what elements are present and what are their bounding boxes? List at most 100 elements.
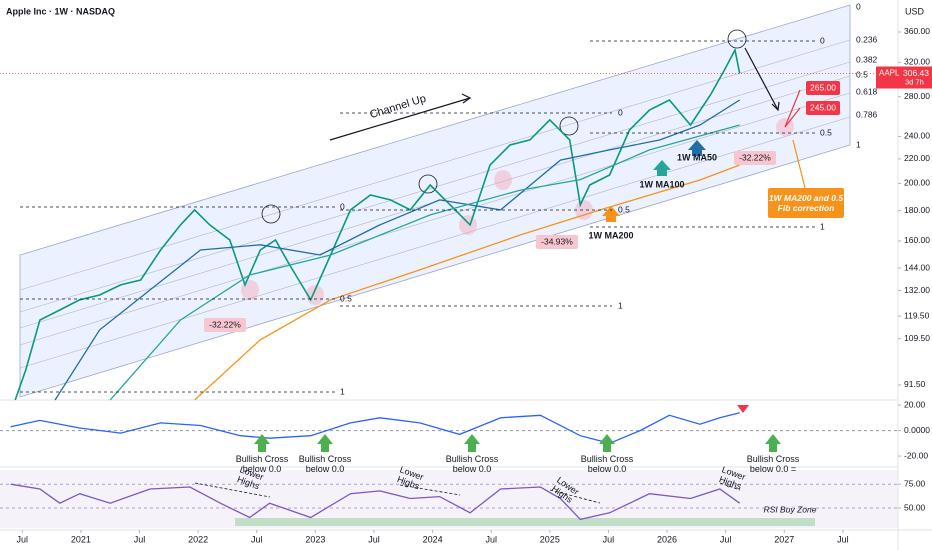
price-tag-countdown: 3d 7h <box>905 77 924 86</box>
y-tick-label: 109.50 <box>904 333 930 343</box>
cross-arrow <box>765 434 781 452</box>
fib-label: 0.236 <box>856 34 878 44</box>
fib-label: 0.618 <box>856 86 878 96</box>
pct-label: -34.93% <box>541 236 573 246</box>
pct-box <box>536 235 578 249</box>
x-tick-label: Jul <box>837 534 849 544</box>
price-tag-value: 306.43 <box>903 68 929 78</box>
rsi-zone-label: RSI Buy Zone <box>764 504 817 514</box>
target-label: 245.00 <box>810 102 836 112</box>
y-tick-label: 220.00 <box>904 153 930 163</box>
cross-label: Bullish Cross below 0.0 <box>298 454 352 474</box>
y-tick-label: 132.00 <box>904 285 930 295</box>
y-tick-label: -20.00 <box>904 450 928 460</box>
x-tick-label: Jul <box>134 534 146 544</box>
pct-box <box>734 151 776 165</box>
pct-label: -32.22% <box>739 152 771 162</box>
x-tick-label: 2023 <box>305 534 325 544</box>
cross-arrow <box>599 434 615 452</box>
currency: USD <box>905 6 925 16</box>
y-tick-label: 160.00 <box>904 235 930 245</box>
divergence-line <box>399 484 461 496</box>
target-label: 265.00 <box>810 82 836 92</box>
x-tick-label: Jul <box>368 534 380 544</box>
callout-pointer <box>792 139 806 189</box>
fib-label: 1 <box>618 300 623 310</box>
fib-label: 0.5 <box>820 127 832 137</box>
pct-label: -32.22% <box>209 319 241 329</box>
x-tick-label: Jul <box>720 534 732 544</box>
divergence-line <box>549 489 601 504</box>
y-tick-label: 200.00 <box>904 178 930 188</box>
cross-label: Bullish Cross below 0.0 = <box>746 454 800 474</box>
fib-label: 0 <box>340 201 345 211</box>
x-tick-label: 2026 <box>657 534 677 544</box>
y-tick-label: 320.00 <box>904 57 930 67</box>
target-box <box>806 101 840 115</box>
chart-title: Apple Inc · 1W · NASDAQ <box>6 6 115 16</box>
fib-label: 1 <box>856 139 861 149</box>
down-marker <box>737 405 749 413</box>
cross-arrow <box>464 434 480 452</box>
ma-label: 1W MA200 <box>588 230 633 240</box>
y-tick-label: 50.00 <box>904 502 926 512</box>
price-tag <box>876 66 932 89</box>
y-tick-label: 240.00 <box>904 131 930 141</box>
series-line <box>10 412 740 444</box>
price-tag-symbol: AAPL <box>879 69 900 78</box>
divergence-line <box>719 482 741 491</box>
ma-arrow <box>602 206 620 222</box>
x-tick-label: Jul <box>17 534 29 544</box>
y-tick-label: 0.0000 <box>904 425 930 435</box>
y-tick-label: 20.00 <box>904 399 926 409</box>
fib-label: 1 <box>340 386 345 396</box>
y-tick-label: 180.00 <box>904 205 930 215</box>
y-tick-label: 360.00 <box>904 26 930 36</box>
ma-label: 1W MA100 <box>639 179 684 189</box>
channel <box>19 4 851 398</box>
fib-label: 0.786 <box>856 109 878 119</box>
fib-label: 0.5 <box>856 69 868 79</box>
ma-arrow <box>653 160 671 176</box>
rsi-band <box>0 470 898 528</box>
cross-arrow <box>254 434 270 452</box>
cross-arrow <box>317 434 333 452</box>
target-box <box>806 81 840 95</box>
divergence-line <box>194 482 271 498</box>
fib-label: 0 <box>618 107 623 117</box>
y-tick-label: 75.00 <box>904 478 926 488</box>
cross-label: Bullish Cross below 0.0 <box>235 454 289 474</box>
y-tick-label: 144.00 <box>904 262 930 272</box>
x-tick-label: 2024 <box>423 534 443 544</box>
fib-label: 0.382 <box>856 54 878 64</box>
fib-label: 0 <box>856 1 861 11</box>
fib-label: 0 <box>820 35 825 45</box>
ma-label: 1W MA50 <box>677 152 717 162</box>
ma-arrow <box>688 140 706 156</box>
series-line <box>194 164 740 401</box>
channel-lines <box>19 39 851 369</box>
x-tick-label: 2027 <box>774 534 794 544</box>
y-tick-label: 119.50 <box>904 310 930 320</box>
cross-label: Bullish Cross below 0.0 <box>580 454 634 474</box>
fib-label: 0.5 <box>618 204 630 214</box>
callout: 1W MA200 and 0.5 Fib correction <box>768 188 844 218</box>
x-tick-label: Jul <box>603 534 615 544</box>
series-line <box>10 483 741 521</box>
x-tick-label: 2021 <box>71 534 91 544</box>
x-tick-label: 2022 <box>188 534 208 544</box>
cross-label: Bullish Cross below 0.0 <box>445 454 499 474</box>
fib-label: 0.5 <box>340 293 352 303</box>
pct-box <box>204 318 246 332</box>
x-tick-label: Jul <box>485 534 497 544</box>
top-circles <box>261 29 747 224</box>
x-tick-label: 2025 <box>540 534 560 544</box>
fib-label: 1 <box>820 221 825 231</box>
series-line <box>14 47 741 401</box>
y-tick-label: 280.00 <box>904 91 930 101</box>
rsi-buy-zone <box>235 518 815 526</box>
series-line <box>109 124 740 401</box>
